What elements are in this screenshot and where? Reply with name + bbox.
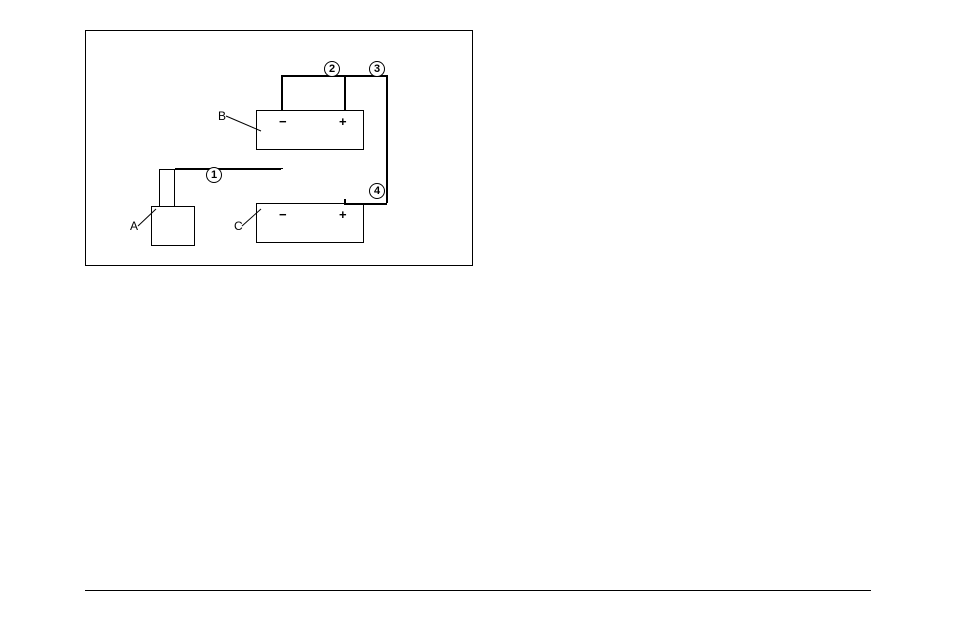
footer-rule bbox=[85, 590, 871, 591]
box-a-stem bbox=[159, 169, 175, 207]
battery-c-minus: − bbox=[279, 207, 287, 222]
label-a: A bbox=[130, 219, 138, 233]
callout-2-num: 2 bbox=[329, 63, 335, 75]
battery-b-minus: − bbox=[279, 114, 287, 129]
battery-b-plus: + bbox=[339, 114, 347, 129]
wire bbox=[344, 203, 387, 205]
battery-c-plus: + bbox=[339, 207, 347, 222]
wire bbox=[344, 75, 346, 110]
callout-1-num: 1 bbox=[211, 169, 217, 181]
callout-3: 3 bbox=[369, 61, 385, 77]
wire bbox=[175, 168, 281, 170]
wire bbox=[386, 75, 388, 203]
callout-3-num: 3 bbox=[374, 63, 380, 75]
battery-c: − + bbox=[256, 203, 364, 243]
callout-1: 1 bbox=[206, 167, 222, 183]
wire bbox=[281, 75, 283, 110]
battery-b: − + bbox=[256, 110, 364, 150]
label-b: B bbox=[218, 109, 226, 123]
wire bbox=[344, 199, 346, 204]
label-c: C bbox=[234, 219, 243, 233]
callout-4-num: 4 bbox=[374, 185, 380, 197]
wire bbox=[281, 168, 283, 169]
diagram-frame: − + − + A B C 1 2 3 4 bbox=[85, 30, 473, 266]
callout-2: 2 bbox=[324, 61, 340, 77]
callout-4: 4 bbox=[369, 183, 385, 199]
box-a bbox=[151, 206, 195, 246]
